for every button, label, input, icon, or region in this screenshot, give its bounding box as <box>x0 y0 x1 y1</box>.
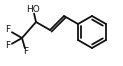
Text: HO: HO <box>26 4 40 14</box>
Text: F: F <box>5 42 11 50</box>
Text: F: F <box>5 25 11 35</box>
Text: F: F <box>23 48 29 56</box>
